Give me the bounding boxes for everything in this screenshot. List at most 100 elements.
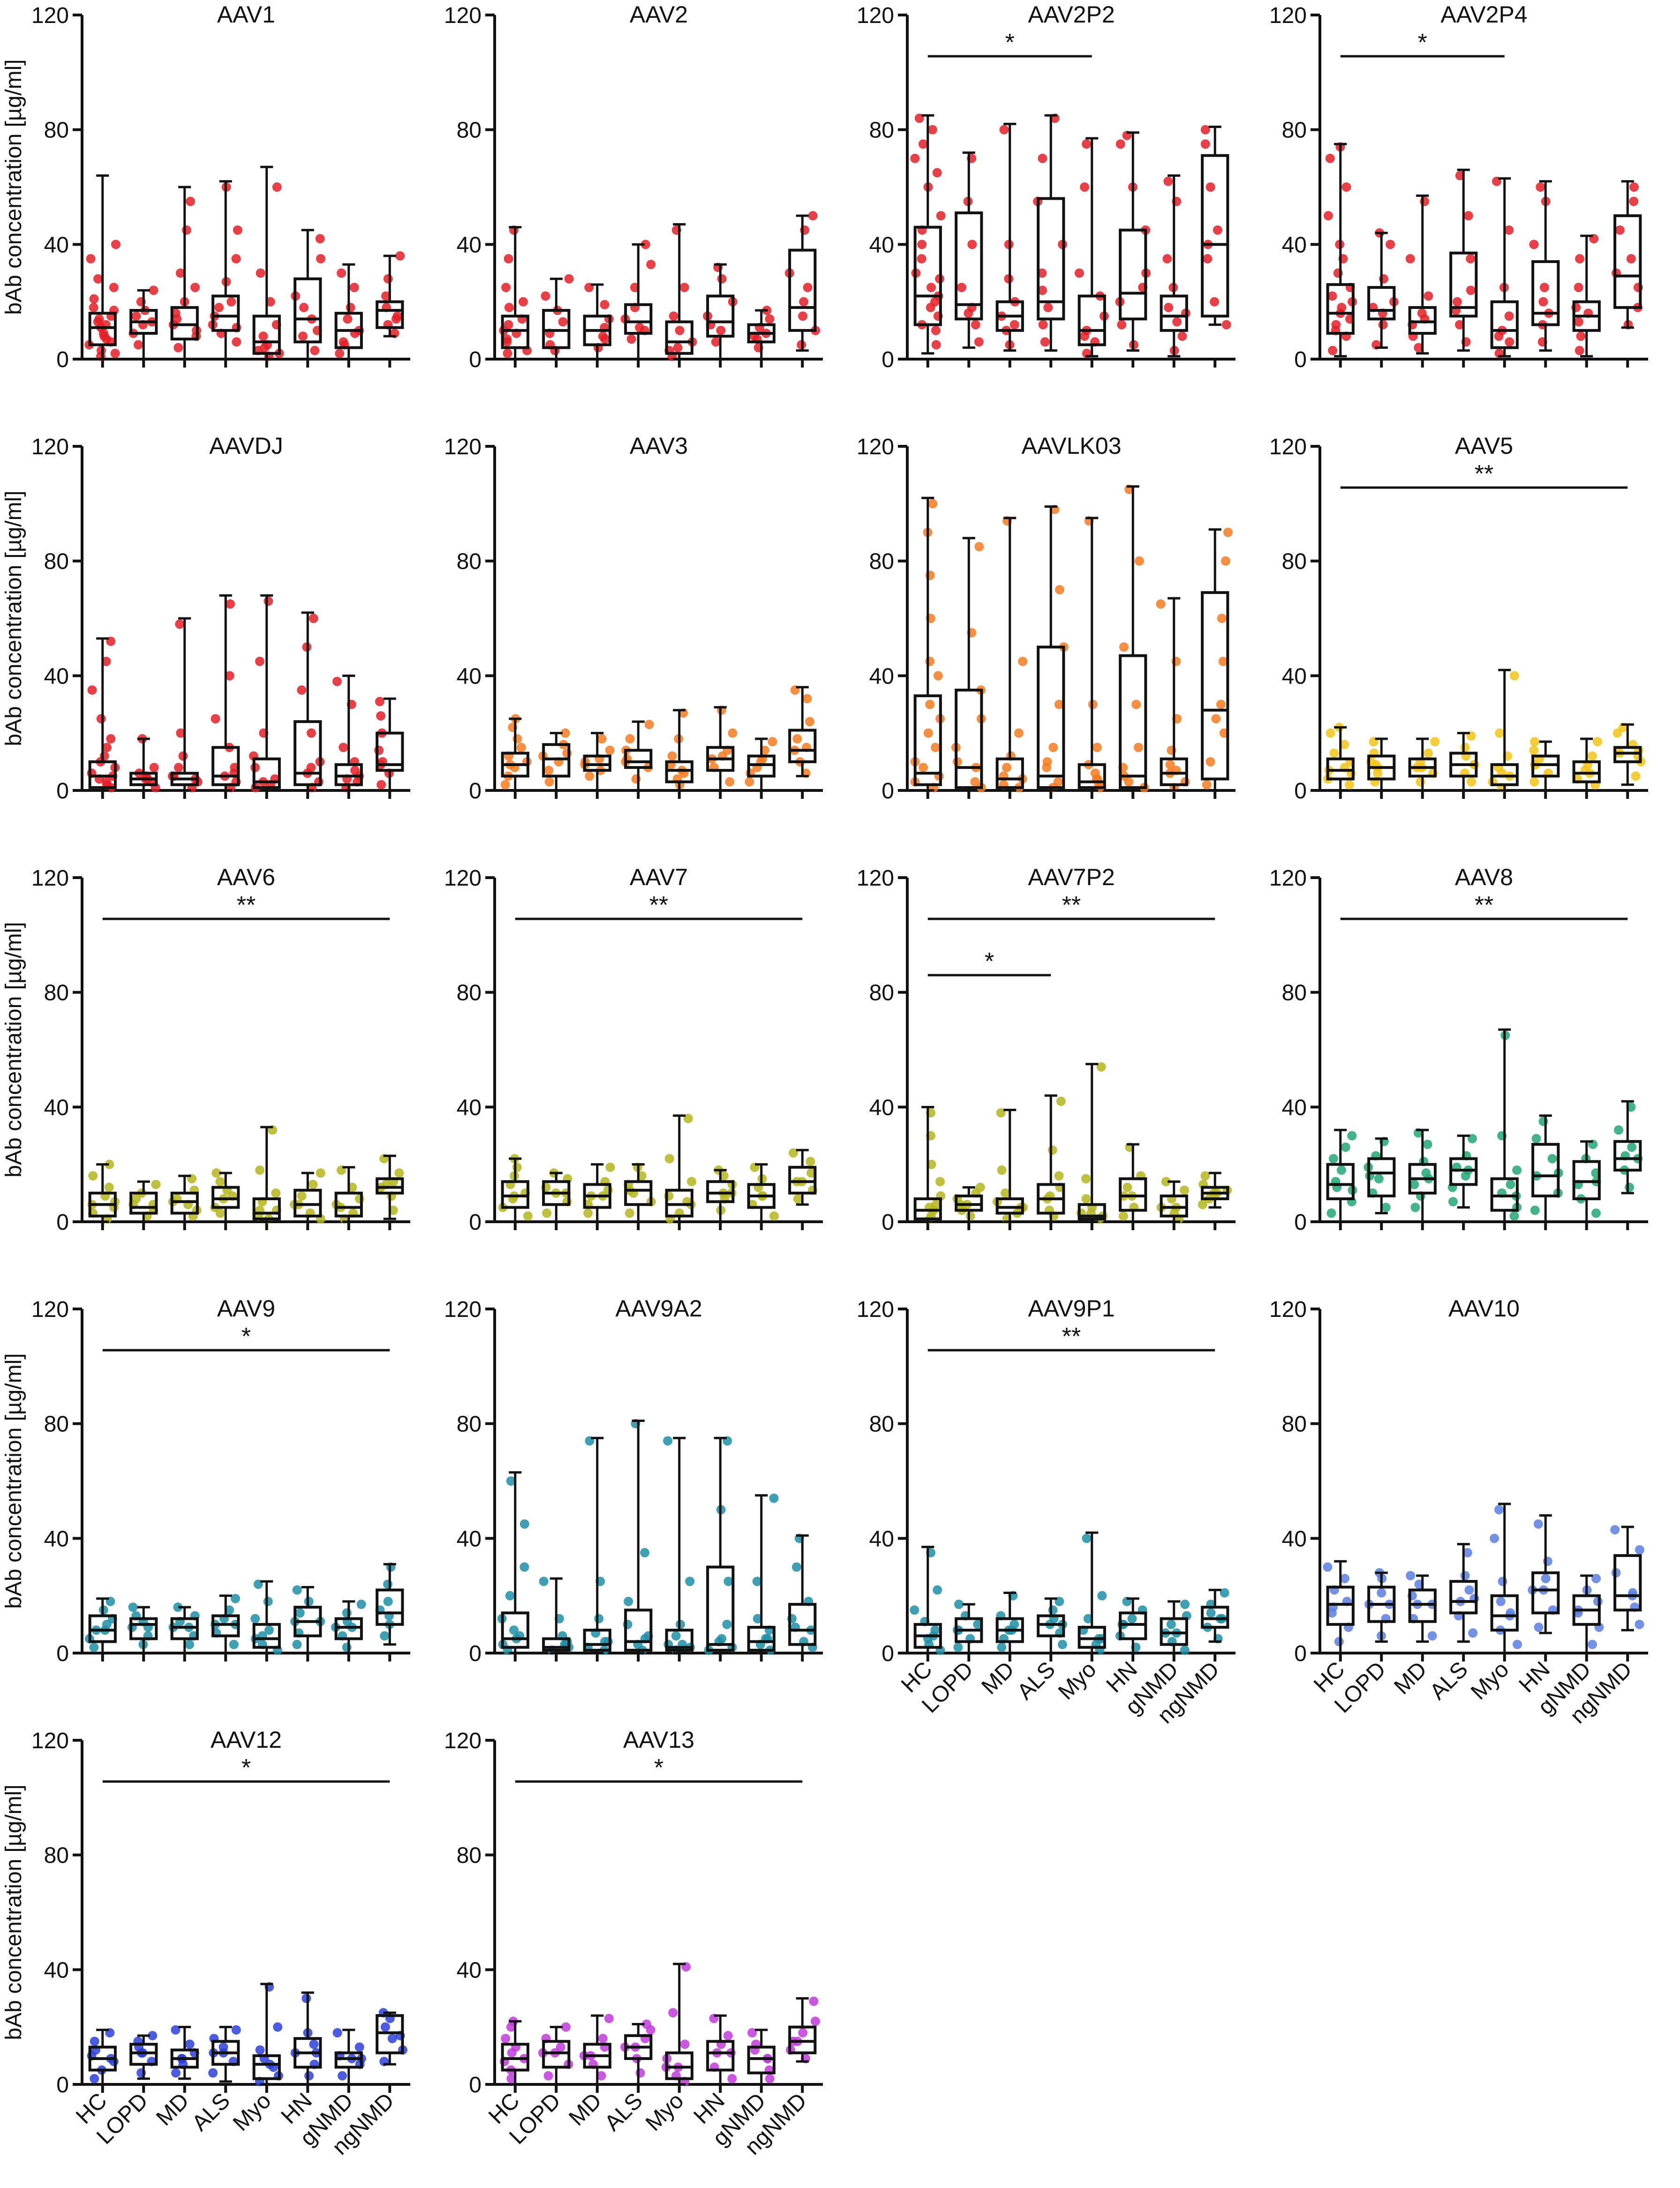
data-point [667, 751, 677, 761]
data-point [806, 1157, 815, 1166]
data-point [1334, 1637, 1344, 1647]
data-point [185, 1639, 195, 1649]
data-point [1218, 656, 1228, 666]
box-iqr [913, 694, 942, 786]
box-myo [1077, 1531, 1107, 1655]
data-point [669, 311, 678, 321]
data-point [1165, 759, 1175, 769]
data-point [1627, 1142, 1637, 1152]
y-tick-label: 40 [1282, 233, 1307, 257]
y-tick-label: 120 [444, 435, 482, 459]
data-point [798, 311, 808, 321]
data-point [1506, 1180, 1515, 1189]
x-tick-label: Myo [228, 2088, 276, 2136]
box-md [168, 1174, 202, 1223]
y-tick-label: 120 [857, 3, 894, 28]
data-point [685, 1577, 695, 1586]
data-point [89, 302, 98, 312]
box-lopd [128, 1180, 161, 1223]
y-tick-label: 80 [44, 981, 69, 1006]
box-iqr [1326, 1163, 1355, 1201]
data-point [605, 745, 615, 755]
data-point [930, 743, 940, 752]
data-point [1464, 1585, 1474, 1595]
x-tick-label: ALS [1012, 1657, 1060, 1705]
y-tick-label: 80 [869, 1412, 894, 1437]
data-point [765, 314, 775, 324]
box-md [1408, 1128, 1437, 1223]
data-point [1119, 642, 1129, 652]
significance-marker: * [1005, 29, 1015, 56]
data-point [1163, 176, 1173, 186]
data-point [673, 343, 683, 353]
y-tick-label: 40 [44, 1095, 69, 1120]
data-point [671, 1631, 681, 1641]
data-point [933, 671, 943, 681]
box-hc [910, 496, 945, 792]
box-hc [913, 1105, 946, 1224]
data-point [544, 777, 554, 787]
data-point [1082, 139, 1092, 149]
data-point [1133, 743, 1143, 752]
data-point [226, 599, 235, 609]
data-point [918, 139, 928, 149]
data-point [539, 1577, 549, 1586]
data-point [225, 671, 234, 681]
data-point [304, 2071, 314, 2081]
box-iqr [211, 746, 240, 786]
data-point [803, 283, 813, 293]
y-tick-label: 0 [469, 1210, 482, 1235]
box-iqr [788, 729, 817, 763]
box-iqr [501, 315, 529, 349]
box-md [1405, 194, 1437, 355]
data-point [264, 1625, 274, 1635]
box-iqr [376, 300, 404, 329]
data-point [292, 1585, 302, 1595]
y-tick-label: 80 [44, 1843, 69, 1868]
data-point [597, 734, 607, 744]
box-iqr [88, 760, 117, 789]
data-point [765, 2074, 775, 2083]
panel-aav7: AAV7 0 40 80 120 ** [444, 864, 823, 1235]
data-point [923, 728, 933, 738]
box-md [167, 617, 203, 792]
data-point [332, 677, 342, 686]
data-point [560, 728, 570, 738]
y-tick-label: 40 [1282, 664, 1307, 689]
box-iqr [913, 1197, 942, 1220]
box-md [583, 283, 614, 361]
data-point [558, 317, 568, 327]
y-tick-label: 40 [44, 664, 69, 689]
data-point [149, 763, 159, 773]
data-point [1574, 283, 1583, 293]
data-point [1513, 1639, 1522, 1649]
data-point [640, 1548, 650, 1557]
data-point [343, 314, 353, 324]
box-hc [87, 1159, 120, 1224]
y-tick-label: 0 [469, 347, 482, 372]
y-tick-label: 0 [1294, 347, 1307, 372]
data-point [1323, 211, 1333, 221]
box-iqr [706, 294, 735, 338]
box-iqr [1077, 1203, 1106, 1220]
box-ngnmd [1612, 722, 1646, 786]
data-point [297, 685, 307, 695]
y-tick-label: 40 [457, 664, 482, 689]
data-point [263, 1596, 273, 1606]
data-point [214, 302, 224, 312]
box-lopd [951, 537, 986, 792]
box-lopd [538, 2022, 573, 2086]
data-point [1529, 745, 1539, 755]
data-point [106, 734, 116, 744]
box-hc [87, 2028, 119, 2086]
data-point [798, 2028, 808, 2038]
box-iqr [542, 1637, 571, 1652]
panel-aav9: AAV9 0 40 80 120 bAb concentration [µg/ml] * [1, 1295, 410, 1666]
data-point [250, 1614, 260, 1624]
box-ngnmd [788, 1148, 818, 1206]
data-point [233, 225, 242, 235]
box-ngnmd [784, 211, 821, 352]
data-point [1575, 254, 1585, 263]
box-lopd [129, 2031, 158, 2080]
data-point [1463, 211, 1473, 221]
